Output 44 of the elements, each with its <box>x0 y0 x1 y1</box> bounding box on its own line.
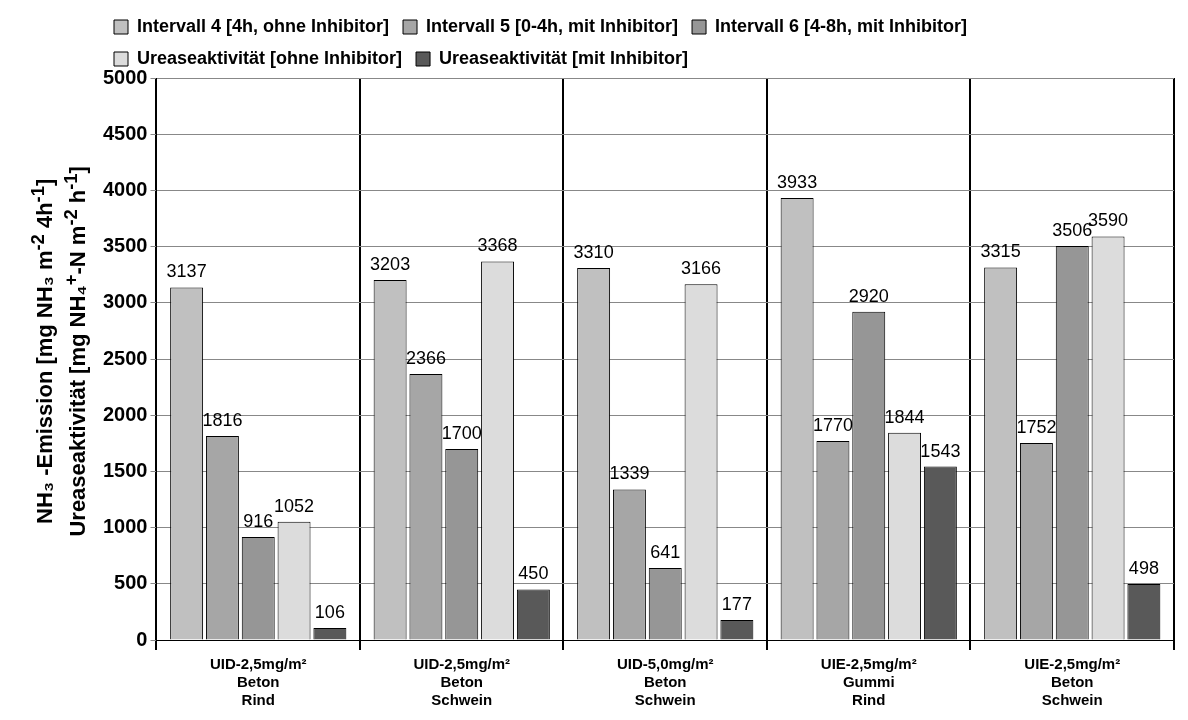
data-label: 1339 <box>609 463 650 484</box>
y-tick-label: 4000 <box>102 177 148 200</box>
data-label: 3315 <box>980 241 1021 262</box>
data-label: 1844 <box>884 406 925 427</box>
y-tick-label: 2500 <box>102 346 148 369</box>
data-label: 450 <box>518 563 549 584</box>
data-label: 3310 <box>573 241 614 262</box>
y-tick-label: 2000 <box>102 402 148 425</box>
data-label: 3137 <box>166 261 207 282</box>
legend-label: Intervall 6 [4-8h, mit Inhibitor] <box>715 15 968 36</box>
y-tick-label: 3500 <box>102 234 148 257</box>
data-label: 916 <box>243 511 274 532</box>
data-label: 3933 <box>777 171 818 192</box>
data-label: 1543 <box>920 440 961 461</box>
data-label: 106 <box>314 602 345 623</box>
data-label: 3166 <box>681 258 722 279</box>
data-label: 1700 <box>441 422 482 443</box>
x-tick-label: UIE-2,5mg/m² Gummi Rind <box>820 655 917 709</box>
y-tick-label: 3000 <box>102 290 148 313</box>
data-label: 3203 <box>370 253 411 274</box>
data-label: 177 <box>721 594 752 615</box>
data-label: 498 <box>1128 557 1159 578</box>
data-label: 1752 <box>1016 417 1057 438</box>
y-tick-label: 500 <box>114 571 148 594</box>
y-tick-label: 0 <box>136 627 148 650</box>
data-label: 1816 <box>202 409 243 430</box>
data-label: 2920 <box>848 285 889 306</box>
legend-label: Ureaseaktivität [mit Inhibitor] <box>439 47 689 68</box>
x-tick-label: UID-5,0mg/m² Beton Schwein <box>616 655 714 709</box>
x-tick-label: UIE-2,5mg/m² Beton Schwein <box>1024 655 1121 709</box>
x-tick-label: UID-2,5mg/m² Beton Rind <box>209 655 307 709</box>
y-tick-label: 1500 <box>102 458 148 481</box>
y-tick-label: 5000 <box>102 65 148 88</box>
legend-label: Intervall 4 [4h, ohne Inhibitor] <box>137 15 390 36</box>
data-label: 2366 <box>405 348 446 369</box>
legend-label: Intervall 5 [0-4h, mit Inhibitor] <box>426 15 679 36</box>
x-tick-label: UID-2,5mg/m² Beton Schwein <box>413 655 511 709</box>
y-tick-label: 1000 <box>102 515 148 538</box>
data-label: 1770 <box>812 415 853 436</box>
data-label: 1052 <box>274 495 315 516</box>
y-tick-label: 4500 <box>102 121 148 144</box>
legend-label: Ureaseaktivität [ohne Inhibitor] <box>137 47 403 68</box>
data-label: 641 <box>650 541 681 562</box>
data-label: 3368 <box>477 235 518 256</box>
